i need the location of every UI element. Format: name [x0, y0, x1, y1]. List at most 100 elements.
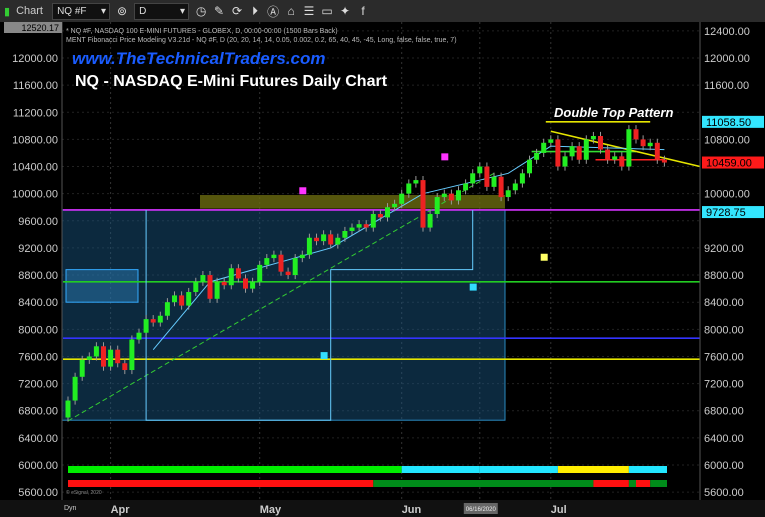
left-tick-label: 10800.00: [12, 134, 58, 146]
time-axis: [0, 500, 765, 517]
twitter-icon[interactable]: ✦: [340, 4, 351, 18]
candle-body: [65, 400, 71, 418]
candle-body: [477, 166, 483, 174]
right-tick-label: 6800.00: [704, 406, 744, 418]
left-tick-label: 11600.00: [13, 80, 58, 92]
list-icon[interactable]: ☰: [303, 4, 315, 18]
left-tick-label: 8000.00: [18, 324, 58, 336]
candle-body: [136, 332, 142, 340]
candle-body: [456, 190, 461, 201]
fib-zone-box-small: [65, 269, 139, 303]
right-tick-label: 6000.00: [704, 460, 744, 472]
right-tick-label: 8400.00: [704, 297, 744, 309]
header-line2: MENT Fibonacci Price Modeling V3.21d - N…: [66, 37, 457, 44]
candle-body: [328, 234, 334, 245]
candle-body: [377, 214, 383, 218]
candle-body: [250, 281, 256, 289]
momentum-state-bar: [373, 480, 594, 487]
right-tick-label: 7200.00: [704, 379, 744, 391]
candle-body: [264, 258, 270, 265]
candle-body: [562, 156, 568, 167]
price-label: 12520.17: [21, 23, 59, 33]
candle-body: [157, 315, 163, 323]
candle-body: [548, 139, 554, 143]
month-label: May: [260, 504, 282, 516]
candle-body: [406, 183, 412, 194]
candle-body: [605, 149, 611, 160]
candle-body: [271, 254, 277, 259]
left-tick-label: 12000.00: [12, 53, 58, 65]
candle-body: [385, 207, 390, 218]
link-icon[interactable]: ⊚: [117, 4, 128, 18]
candle-body: [654, 142, 660, 160]
right-tick-label: 10800.00: [704, 134, 750, 146]
candle-body: [590, 136, 596, 140]
candle-body: [527, 159, 532, 174]
signal-marker: [441, 153, 449, 161]
chart-icon: ▮: [4, 5, 11, 18]
candle-body: [292, 258, 298, 276]
candle-body: [626, 129, 632, 167]
candle-body: [235, 268, 241, 279]
candle-body: [79, 359, 85, 377]
trend-state-bar: [68, 466, 402, 473]
momentum-state-bar: [68, 480, 374, 487]
symbol-select[interactable]: NQ #F ▾: [52, 2, 111, 20]
clock-icon[interactable]: ◷: [195, 4, 207, 18]
left-tick-label: 8400.00: [18, 297, 58, 309]
candle-body: [505, 190, 511, 198]
candle-body: [576, 146, 582, 160]
toolbar: ▮ Chart NQ #F ▾ ⊚ D ▾ ◷ ✎ ⟳ ⏵ Ⓐ ⌂ ☰ ▭ ✦ f: [0, 0, 765, 22]
candle-body: [243, 278, 248, 289]
stop-line: [145, 209, 474, 421]
play-icon[interactable]: ⏵: [252, 3, 259, 18]
candle-body: [349, 227, 355, 231]
candle-body: [321, 234, 327, 242]
candle-body: [356, 224, 362, 228]
double-top-annotation: Double Top Pattern: [554, 105, 673, 120]
candle-body: [640, 139, 646, 147]
candle-body: [399, 193, 405, 204]
pencil-icon[interactable]: ✎: [214, 4, 225, 18]
facebook-icon[interactable]: f: [361, 4, 365, 18]
candle-body: [484, 166, 490, 187]
candle-body: [363, 224, 369, 228]
candle-body: [143, 319, 149, 333]
candle-body: [491, 176, 497, 187]
candle-body: [306, 237, 312, 255]
candle-body: [427, 214, 433, 228]
copyright: © eSignal, 2020: [66, 489, 102, 496]
candle-body: [335, 237, 341, 245]
candle-body: [661, 159, 667, 163]
left-tick-label: 11200.00: [13, 107, 58, 119]
left-tick-label: 6800.00: [18, 406, 58, 418]
price-chart[interactable]: 5600.00 5600.00 6000.00 6000.00 6400.00 6400.…: [0, 22, 765, 517]
candle-body: [150, 319, 156, 323]
candle-body: [434, 197, 440, 215]
right-tick-label: 5600.00: [704, 487, 744, 499]
candle-body: [512, 183, 518, 191]
candle-body: [115, 349, 121, 364]
candle-body: [172, 295, 177, 303]
left-tick-label: 6400.00: [18, 433, 58, 445]
candle-body: [619, 156, 625, 167]
right-tick-label: 9200.00: [704, 243, 744, 255]
interval-select[interactable]: D ▾: [134, 2, 190, 20]
candle-body: [598, 136, 603, 150]
right-tick-label: 8800.00: [704, 270, 744, 282]
trend-state-bar: [557, 466, 629, 473]
comment-icon[interactable]: ▭: [321, 4, 333, 18]
candle-body: [534, 152, 540, 160]
price-label: 9728.75: [706, 207, 746, 219]
refresh-icon[interactable]: ⟳: [232, 4, 243, 18]
candle-body: [420, 180, 426, 228]
signal-marker: [469, 283, 477, 291]
window-title: Chart: [16, 5, 43, 17]
candle-body: [633, 129, 639, 140]
alert-icon[interactable]: Ⓐ: [267, 4, 280, 19]
right-tick-label: 6400.00: [704, 433, 744, 445]
month-label: Jul: [551, 504, 567, 516]
candle-body: [498, 176, 504, 198]
left-tick-label: 5600.00: [18, 487, 58, 499]
tag-icon[interactable]: ⌂: [287, 4, 295, 18]
